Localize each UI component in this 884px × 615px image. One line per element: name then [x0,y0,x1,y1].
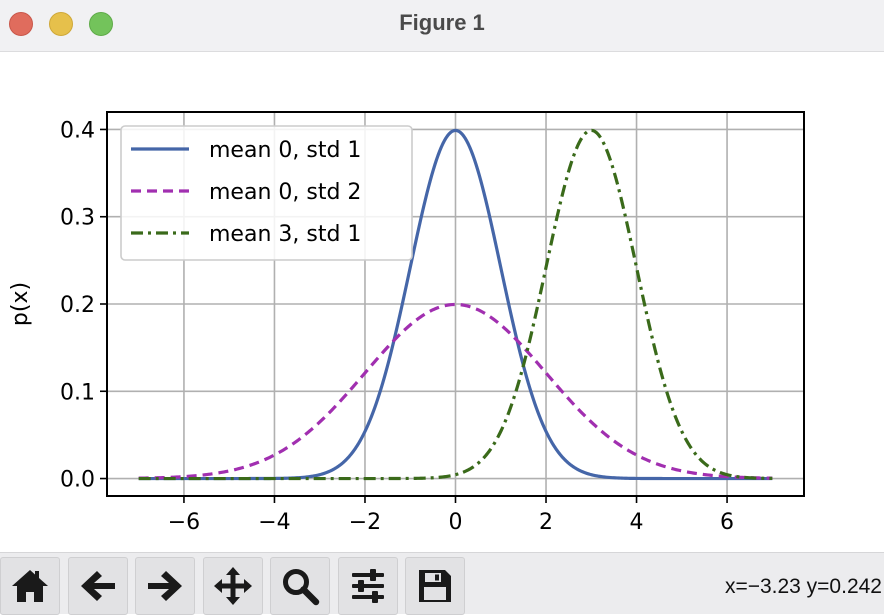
y-tick-label: 0.2 [60,293,95,318]
x-tick-label: −2 [349,510,381,535]
y-tick-label: 0.0 [60,468,95,493]
navigation-toolbar: x=−3.23 y=0.242 [0,552,884,615]
x-tick-label: −4 [258,510,290,535]
pan-button[interactable] [203,557,263,615]
home-button[interactable] [0,557,60,615]
save-button[interactable] [405,557,465,615]
legend-label-1: mean 0, std 1 [209,138,361,163]
home-icon [12,570,48,602]
legend: mean 0, std 1 mean 0, std 2 mean 3, std 1 [120,125,413,261]
zoom-icon [283,569,320,606]
maximize-window-button[interactable] [89,12,113,36]
y-axis-label: p(x) [8,282,33,326]
zoom-button[interactable] [270,557,330,615]
figure-canvas[interactable]: −6 −4 −2 0 2 4 6 0.0 0.1 0.2 0.3 0.4 p(x) mean 0, std… [0,52,884,552]
y-tick-label: 0.3 [60,206,95,231]
arrow-right-icon [148,571,182,601]
series-line-3 [138,128,773,481]
back-button[interactable] [68,557,128,615]
y-tick-label: 0.4 [60,118,95,143]
legend-box [120,125,413,261]
legend-label-2: mean 0, std 2 [209,180,361,205]
x-tick-label: −6 [168,510,200,535]
plot-svg[interactable]: −6 −4 −2 0 2 4 6 0.0 0.1 0.2 0.3 0.4 p(x) mean 0, std… [0,52,884,552]
y-tick-label: 0.1 [60,380,95,405]
x-tick-label: 6 [720,510,734,535]
move-icon [214,567,252,605]
cursor-coordinates: x=−3.23 y=0.242 [724,575,882,598]
x-tick-label: 0 [449,510,463,535]
window-title: Figure 1 [399,10,485,35]
legend-label-3: mean 3, std 1 [209,222,361,247]
forward-button[interactable] [135,557,195,615]
sliders-icon [352,569,384,603]
close-window-button[interactable] [9,12,33,36]
x-tick-label: 4 [630,510,644,535]
floppy-disk-icon [419,570,451,602]
minimize-window-button[interactable] [49,12,73,36]
configure-subplots-button[interactable] [338,557,398,615]
title-bar: Figure 1 [0,0,884,52]
x-tick-label: 2 [539,510,553,535]
arrow-left-icon [81,571,115,601]
